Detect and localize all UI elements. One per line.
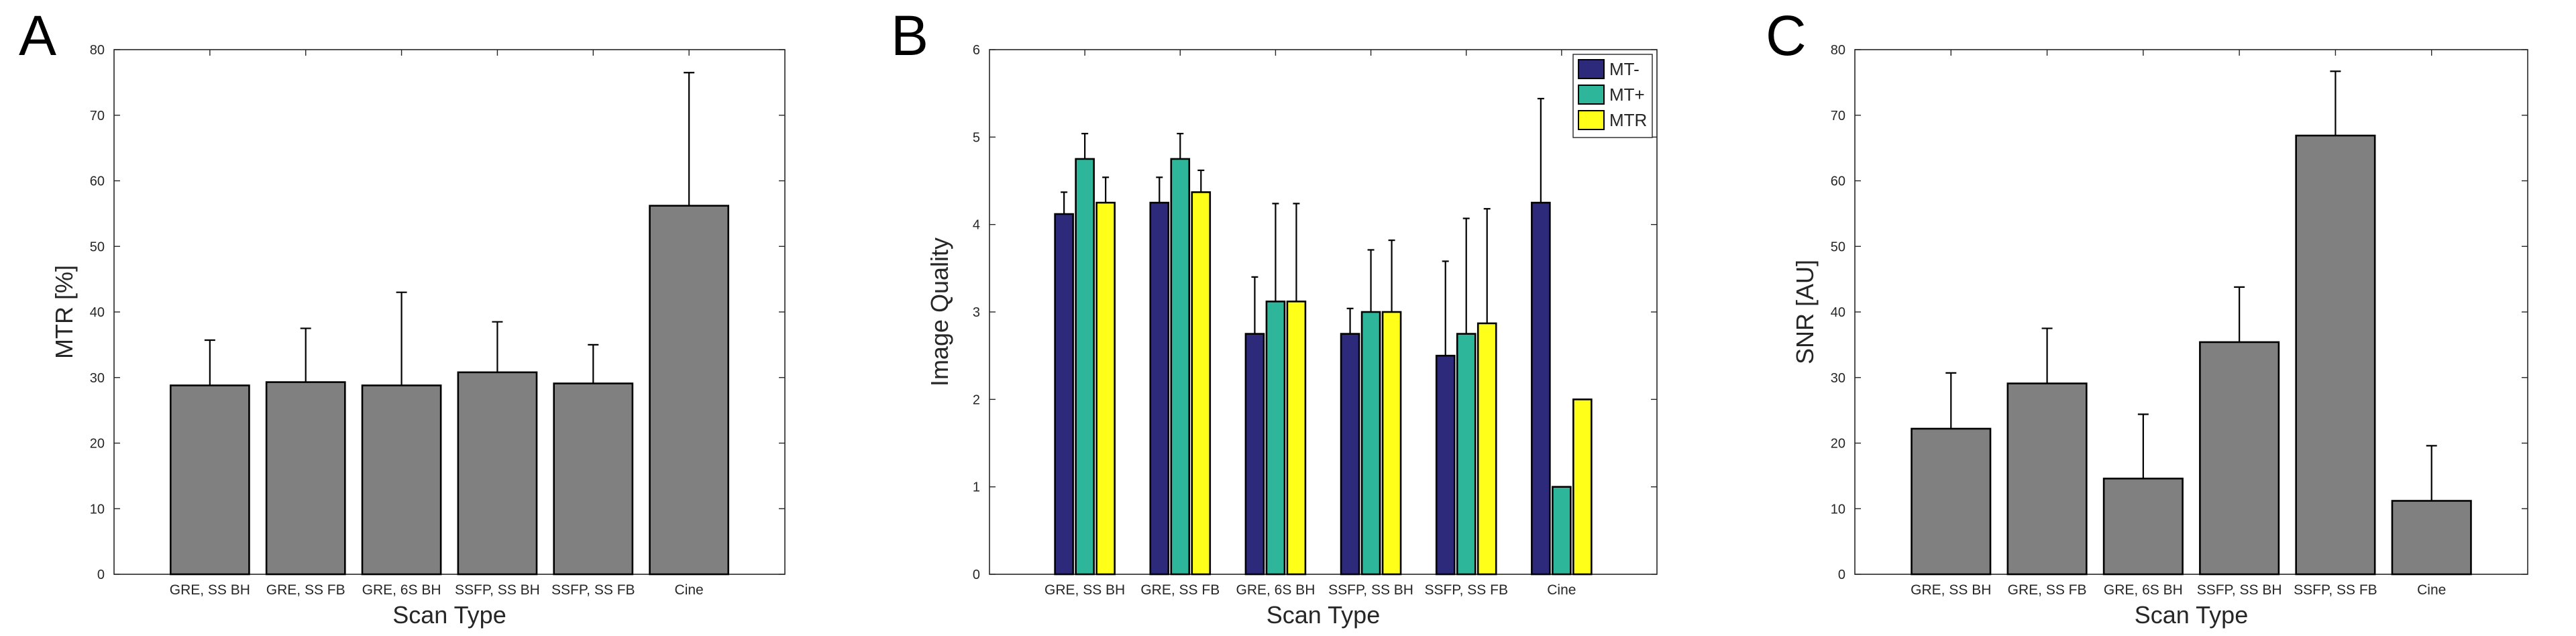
y-tick-label: 40 [1831, 305, 1845, 320]
x-tick-label: Cine [675, 582, 704, 598]
bar-mtr-1 [1095, 201, 1116, 576]
bar-3 [2102, 477, 2184, 576]
y-tick-label: 1 [973, 480, 980, 495]
y-tick-label: 50 [90, 240, 105, 254]
x-tick-label: GRE, SS BH [170, 582, 250, 598]
y-tick-label: 5 [973, 130, 980, 145]
bar-mt-1 [1054, 213, 1074, 576]
x-axis-title: Scan Type [392, 601, 506, 629]
y-tick-label: 0 [1838, 568, 1845, 582]
bar-5 [2295, 134, 2376, 576]
bar-1 [169, 384, 250, 576]
y-tick-label: 6 [973, 43, 980, 58]
y-axis-title: SNR [AU] [1791, 260, 1819, 364]
bar-mtr-6 [1572, 399, 1593, 576]
bar-5 [553, 382, 634, 576]
x-tick-label: Cine [2417, 582, 2446, 598]
x-tick-label: SSFP, SS FB [2294, 582, 2377, 598]
bar-mt-6 [1552, 486, 1572, 576]
panel-letter: C [1766, 4, 1807, 67]
x-tick-label: GRE, 6S BH [362, 582, 441, 598]
y-tick-label: 10 [1831, 502, 1845, 517]
y-tick-label: 70 [90, 109, 105, 123]
y-tick-label: 60 [90, 174, 105, 189]
y-tick-label: 0 [973, 568, 980, 582]
y-tick-label: 3 [973, 305, 980, 320]
bar-mt-2 [1149, 201, 1170, 576]
legend-swatch [1578, 85, 1605, 105]
x-tick-label: GRE, 6S BH [2104, 582, 2183, 598]
x-tick-label: SSFP, SS BH [455, 582, 540, 598]
panel-letter: A [19, 4, 56, 67]
x-tick-label: SSFP, SS BH [1328, 582, 1413, 598]
y-tick-label: 80 [1831, 43, 1845, 58]
x-tick-label: GRE, SS FB [2008, 582, 2087, 598]
chart-panel-c: C 0 10 20 30 40 50 60 70 80 GRE, SS BH GRE, SS FB GR… [1766, 4, 2528, 629]
bar-mt-3 [1244, 333, 1265, 576]
legend-swatch [1578, 59, 1605, 79]
bar-4 [457, 371, 538, 576]
bar-mtr-2 [1191, 191, 1212, 576]
bar-6 [2391, 500, 2472, 576]
legend: MT- MT+ MTR [1572, 54, 1653, 138]
y-tick-label: 30 [1831, 371, 1845, 386]
bar-mtr-3 [1286, 301, 1307, 576]
bar-mtr-4 [1381, 311, 1402, 576]
bar-mt-5 [1456, 333, 1477, 576]
x-tick-label: GRE, SS FB [266, 582, 345, 598]
bar-2 [265, 381, 346, 576]
bar-mt-6 [1531, 201, 1551, 576]
bar-3 [361, 384, 442, 576]
bar-1 [1911, 427, 1992, 576]
legend-swatch [1578, 110, 1605, 130]
bar-2 [2006, 382, 2088, 576]
y-tick-label: 60 [1831, 174, 1845, 189]
bar-mt-2 [1170, 158, 1191, 576]
x-axis-title: Scan Type [2135, 601, 2248, 629]
y-tick-label: 70 [1831, 109, 1845, 123]
legend-label: MT+ [1609, 85, 1645, 105]
legend-label: MT- [1609, 59, 1640, 79]
y-tick-label: 50 [1831, 240, 1845, 254]
x-tick-label: SSFP, SS FB [551, 582, 635, 598]
bar-6 [649, 205, 730, 576]
y-tick-label: 20 [1831, 437, 1845, 452]
y-tick-label: 10 [90, 502, 105, 517]
y-axis-title: MTR [%] [50, 265, 78, 359]
bar-mt-1 [1075, 158, 1095, 576]
x-tick-label: GRE, SS BH [1911, 582, 1991, 598]
bar-mtr-5 [1477, 322, 1497, 576]
y-tick-label: 40 [90, 305, 105, 320]
y-tick-label: 30 [90, 371, 105, 386]
chart-panel-a: A 0 10 20 30 40 50 60 70 80 GRE, SS BH GRE, SS FB GR… [19, 4, 786, 629]
y-axis-title: Image Quality [926, 237, 953, 386]
x-tick-label: SSFP, SS BH [2197, 582, 2282, 598]
x-tick-label: SSFP, SS FB [1424, 582, 1508, 598]
bar-4 [2199, 341, 2280, 576]
y-tick-label: 0 [97, 568, 105, 582]
y-tick-label: 20 [90, 437, 105, 452]
y-tick-label: 2 [973, 392, 980, 407]
bar-mt-4 [1340, 333, 1360, 576]
bar-mt-3 [1265, 301, 1286, 576]
x-tick-label: GRE, 6S BH [1236, 582, 1315, 598]
x-axis-title: Scan Type [1267, 601, 1380, 629]
panel-letter: B [891, 4, 928, 67]
y-tick-label: 80 [90, 43, 105, 58]
bar-mt-5 [1435, 354, 1456, 576]
bar-mt-4 [1360, 311, 1381, 576]
y-tick-label: 4 [973, 218, 980, 233]
legend-label: MTR [1609, 110, 1647, 130]
chart-panel-b: B 0 1 2 3 4 5 6 GRE, SS BH GRE, SS FB GRE, 6S BH SS… [891, 4, 1658, 629]
x-tick-label: Cine [1547, 582, 1576, 598]
x-tick-label: GRE, SS BH [1044, 582, 1125, 598]
x-tick-label: GRE, SS FB [1140, 582, 1220, 598]
